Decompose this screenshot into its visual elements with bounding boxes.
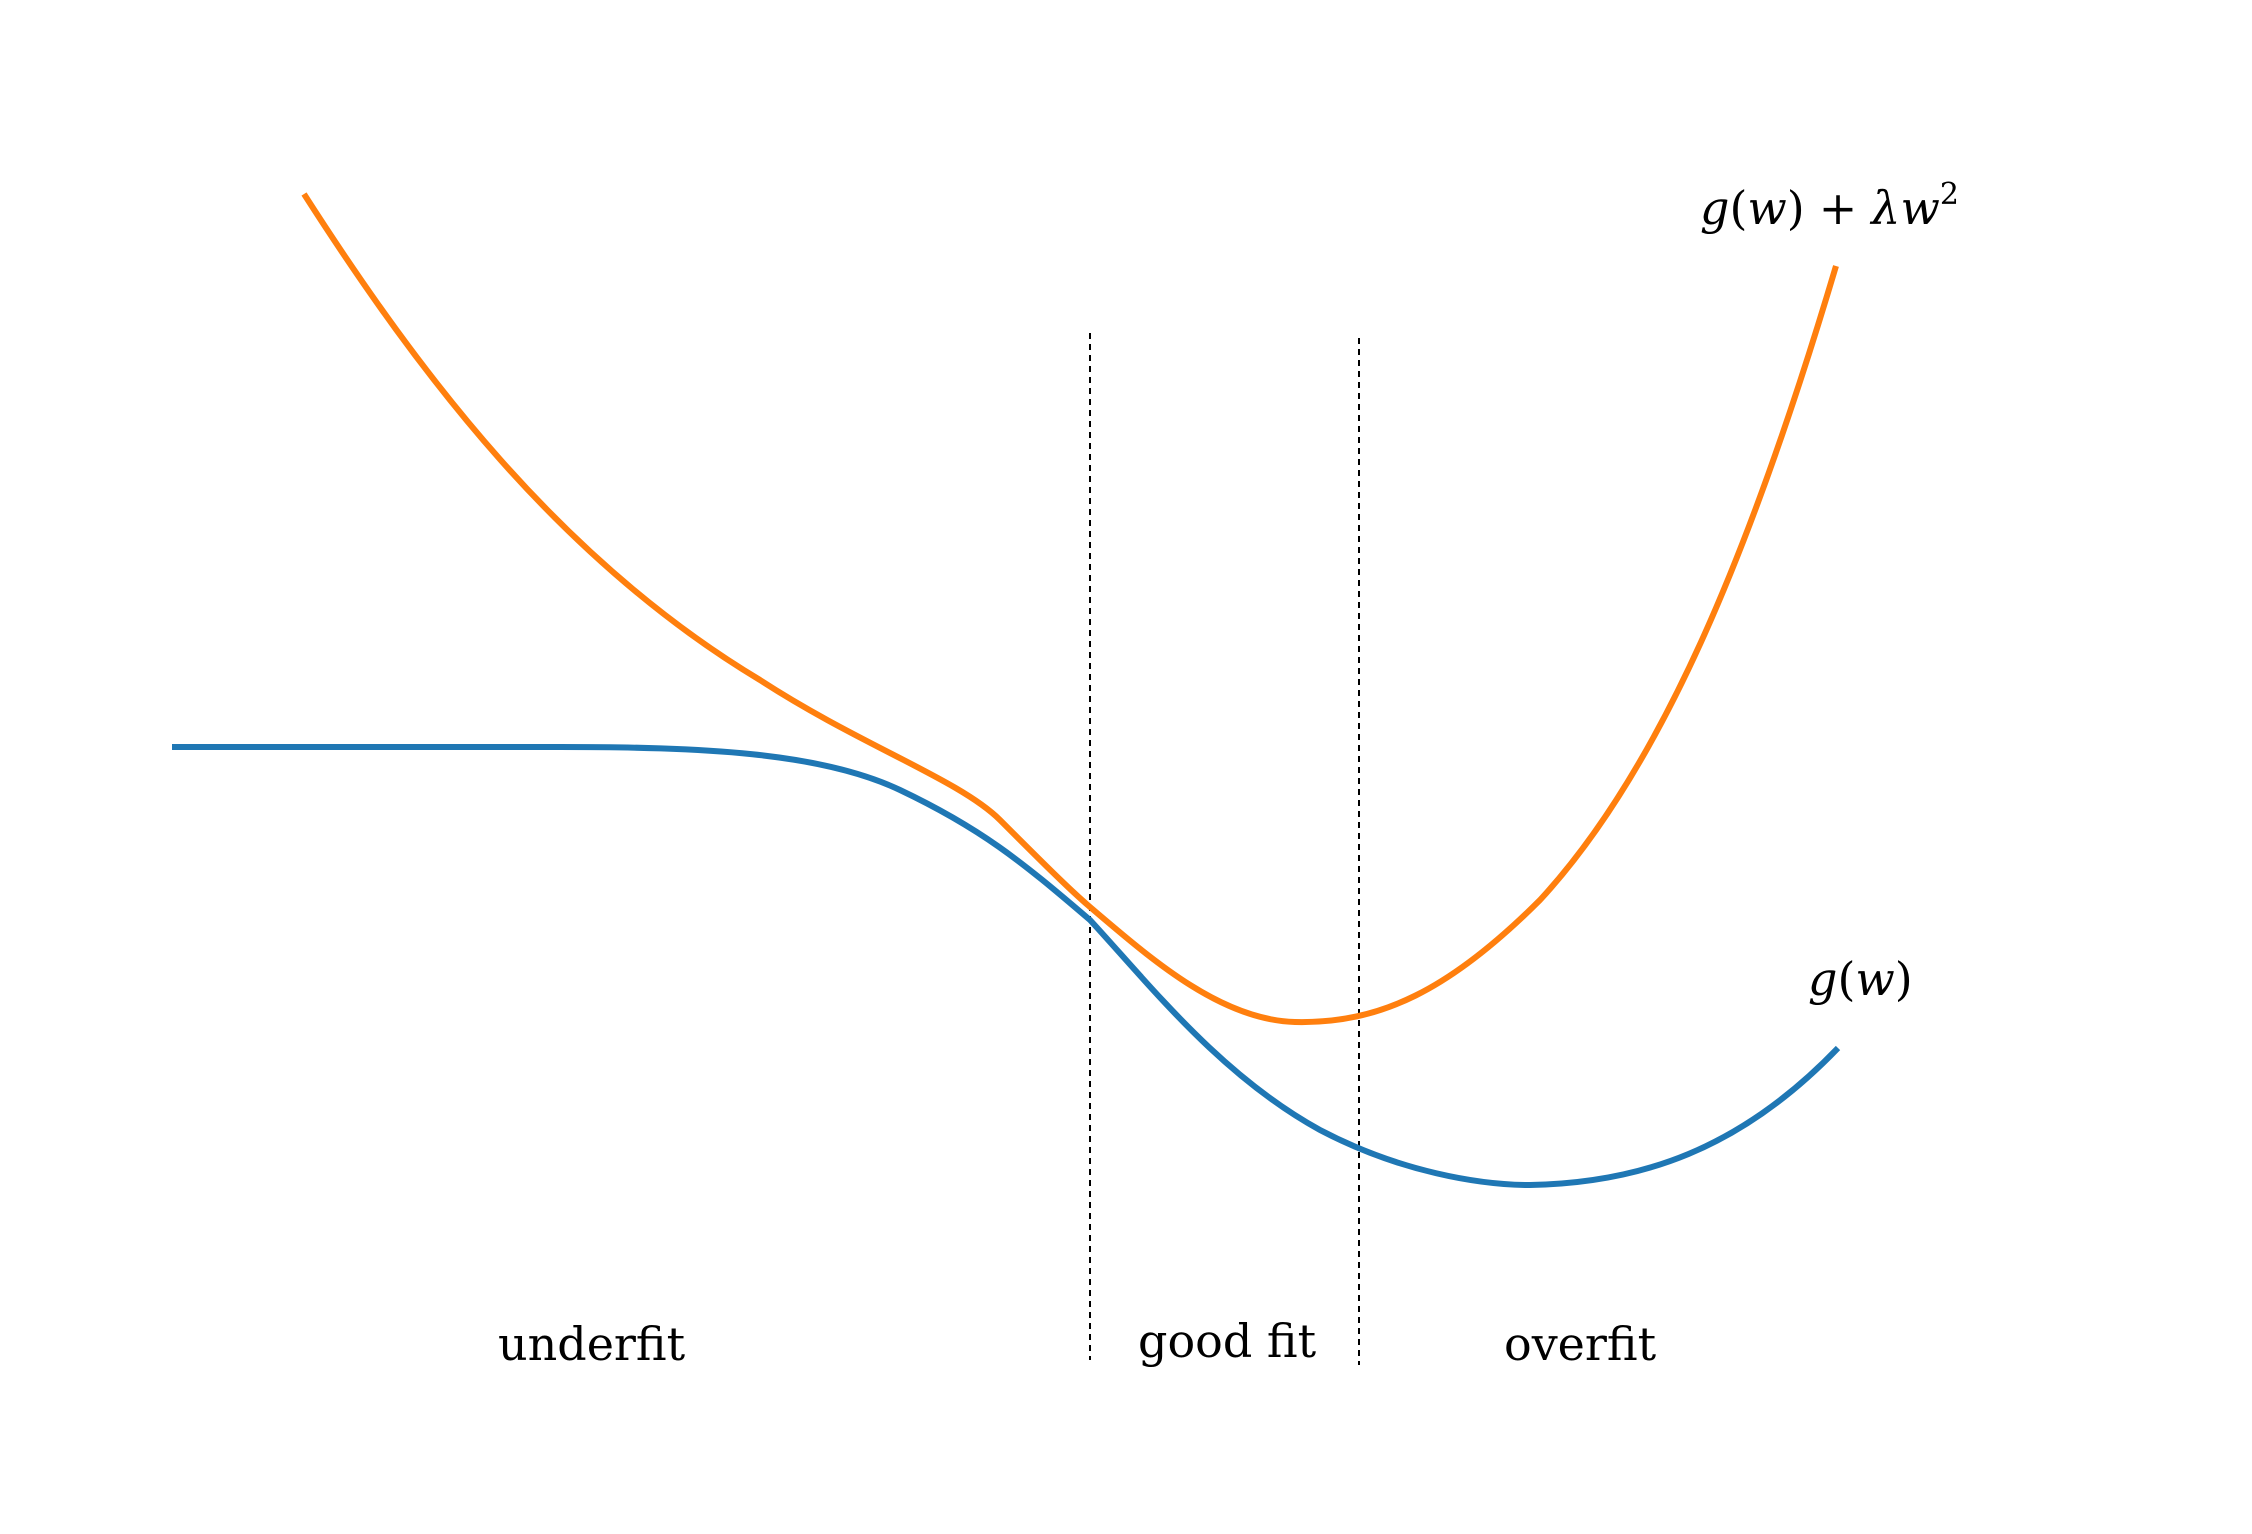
regularized-curve-g-w-plus-lambda-w2 [301, 192, 1839, 1026]
base-curve-label: g(w) [1808, 952, 1913, 1006]
base-curve-g-w [172, 744, 1841, 1188]
region-label-overfit: overfit [1504, 1317, 1657, 1371]
regularized-curve-label: g(w) + λw2 [1700, 177, 1959, 235]
region-label-underfit: underfit [498, 1317, 686, 1371]
region-label-good-fit: good fit [1138, 1314, 1317, 1368]
